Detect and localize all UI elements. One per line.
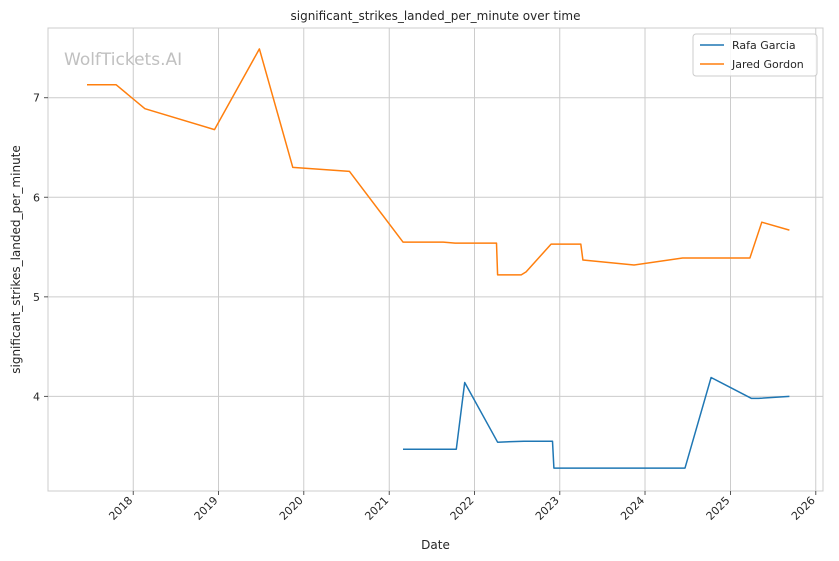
data-point-rafa-garcia-0: [402, 448, 404, 450]
series-group: [86, 48, 790, 469]
data-point-jared-gordon-7: [402, 241, 404, 243]
x-tick-label: 2026: [789, 494, 818, 523]
watermark: WolfTickets.AI: [64, 50, 182, 70]
x-tick-label: 2020: [277, 494, 306, 523]
y-tick-label: 7: [33, 92, 40, 105]
x-tick-label: 2019: [192, 494, 221, 523]
data-point-jared-gordon-9: [454, 242, 456, 244]
legend: Rafa Garcia Jared Gordon: [692, 33, 818, 77]
data-point-jared-gordon-17: [633, 264, 635, 266]
plot-frame: [47, 27, 824, 492]
data-point-jared-gordon-0: [86, 84, 88, 86]
x-tick-label: 2024: [618, 494, 647, 523]
data-point-jared-gordon-8: [442, 241, 444, 243]
data-point-rafa-garcia-5: [552, 440, 554, 442]
data-point-jared-gordon-13: [525, 271, 527, 273]
legend-label-rafa-garcia: Rafa Garcia: [732, 39, 796, 52]
x-axis-ticks: 2018 2019 2020 2021 2022 2023 2024 2025 2026: [106, 491, 818, 523]
data-point-rafa-garcia-8: [710, 377, 712, 379]
x-tick-label: 2018: [106, 494, 135, 523]
series-line-rafa-garcia: [403, 376, 790, 469]
data-point-jared-gordon-4: [258, 48, 260, 50]
data-point-jared-gordon-10: [496, 242, 498, 244]
data-point-rafa-garcia-3: [497, 441, 499, 443]
data-point-jared-gordon-12: [520, 274, 522, 276]
data-point-jared-gordon-5: [292, 166, 294, 168]
data-point-rafa-garcia-2: [464, 382, 466, 384]
data-point-jared-gordon-3: [214, 129, 216, 131]
x-tick-label: 2022: [448, 494, 477, 523]
data-point-jared-gordon-1: [115, 84, 117, 86]
data-point-rafa-garcia-11: [788, 395, 790, 397]
data-point-jared-gordon-18: [682, 257, 684, 259]
data-point-jared-gordon-16: [582, 259, 584, 261]
data-point-rafa-garcia-1: [455, 448, 457, 450]
x-tick-label: 2021: [362, 494, 391, 523]
x-axis-label: Date: [421, 538, 450, 552]
data-point-jared-gordon-19: [749, 257, 751, 259]
series-line-jared-gordon: [87, 48, 790, 276]
data-point-rafa-garcia-6: [553, 467, 555, 469]
data-point-jared-gordon-14: [550, 243, 552, 245]
x-tick-label: 2023: [533, 494, 562, 523]
data-point-rafa-garcia-9: [751, 397, 753, 399]
chart-title: significant_strikes_landed_per_minute ov…: [290, 9, 580, 23]
data-point-rafa-garcia-7: [684, 467, 686, 469]
data-point-jared-gordon-11: [497, 274, 499, 276]
data-point-rafa-garcia-10: [758, 397, 760, 399]
grid: [48, 28, 823, 491]
data-point-jared-gordon-2: [144, 108, 146, 110]
y-tick-label: 4: [33, 390, 40, 403]
x-tick-label: 2025: [704, 494, 733, 523]
data-point-rafa-garcia-4: [523, 440, 525, 442]
legend-label-jared-gordon: Jared Gordon: [731, 58, 804, 71]
y-axis-label: significant_strikes_landed_per_minute: [9, 145, 23, 374]
data-point-jared-gordon-21: [788, 229, 790, 231]
y-tick-label: 6: [33, 191, 40, 204]
data-point-jared-gordon-15: [580, 243, 582, 245]
data-point-jared-gordon-20: [761, 221, 763, 223]
y-axis-ticks: 4 5 6 7: [33, 92, 48, 403]
data-point-jared-gordon-6: [349, 170, 351, 172]
y-tick-label: 5: [33, 291, 40, 304]
